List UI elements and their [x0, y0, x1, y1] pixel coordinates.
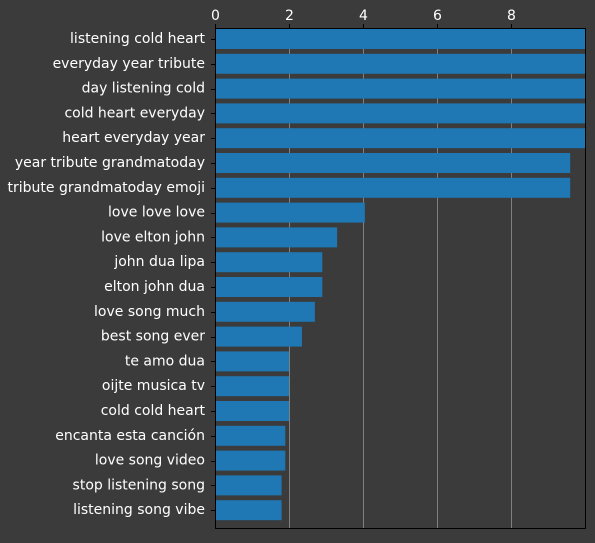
- category-label-15: cold cold heart: [101, 403, 206, 419]
- category-label-11: love song much: [94, 304, 205, 320]
- bar-1: [215, 53, 585, 74]
- bar-4: [215, 128, 585, 149]
- category-label-16: encanta esta canción: [55, 428, 205, 444]
- bar-13: [215, 351, 289, 372]
- bar-6: [215, 177, 571, 198]
- bar-3: [215, 103, 585, 124]
- category-label-3: cold heart everyday: [64, 105, 205, 121]
- y-tick-layer: listening cold heart everyday year tribut…: [8, 31, 215, 518]
- category-label-7: love love love: [108, 205, 205, 221]
- bar-5: [215, 153, 571, 173]
- plot-frame: [215, 28, 586, 529]
- bar-0: [215, 29, 585, 49]
- bar-19: [215, 500, 282, 521]
- bar-12: [215, 326, 302, 347]
- category-label-8: love elton john: [101, 229, 205, 245]
- x-tick-label-3: 6: [433, 8, 442, 24]
- bar-16: [215, 425, 286, 446]
- x-tick-label-4: 8: [507, 8, 516, 24]
- x-tick-label-1: 2: [285, 8, 294, 24]
- bar-2: [215, 78, 585, 99]
- category-label-9: john dua lipa: [113, 254, 205, 270]
- category-label-14: oijte musica tv: [102, 378, 205, 394]
- bar-10: [215, 277, 323, 297]
- category-label-2: day listening cold: [82, 81, 205, 97]
- grid-layer: [289, 28, 512, 528]
- category-label-1: everyday year tribute: [53, 56, 205, 72]
- x-tick-layer: 0 2 4 6 8: [211, 8, 516, 28]
- x-tick-label-0: 0: [211, 8, 220, 24]
- category-label-18: stop listening song: [73, 477, 205, 493]
- bar-15: [215, 401, 289, 421]
- category-label-4: heart everyday year: [62, 130, 205, 146]
- bar-18: [215, 475, 282, 496]
- category-label-12: best song ever: [101, 329, 205, 345]
- bar-14: [215, 376, 289, 397]
- bar-11: [215, 301, 315, 322]
- bar-8: [215, 227, 338, 248]
- category-label-0: listening cold heart: [70, 31, 205, 47]
- category-label-6: tribute grandmatoday emoji: [8, 180, 206, 196]
- category-label-19: listening song vibe: [73, 502, 205, 518]
- bar-9: [215, 252, 323, 273]
- bars-layer: [215, 29, 585, 521]
- category-label-13: te amo dua: [125, 353, 205, 369]
- category-label-17: love song video: [95, 453, 205, 469]
- category-label-5: year tribute grandmatoday: [15, 155, 205, 171]
- x-tick-label-2: 4: [359, 8, 368, 24]
- category-label-10: elton john dua: [104, 279, 205, 295]
- bar-7: [215, 202, 365, 223]
- bar-17: [215, 450, 286, 471]
